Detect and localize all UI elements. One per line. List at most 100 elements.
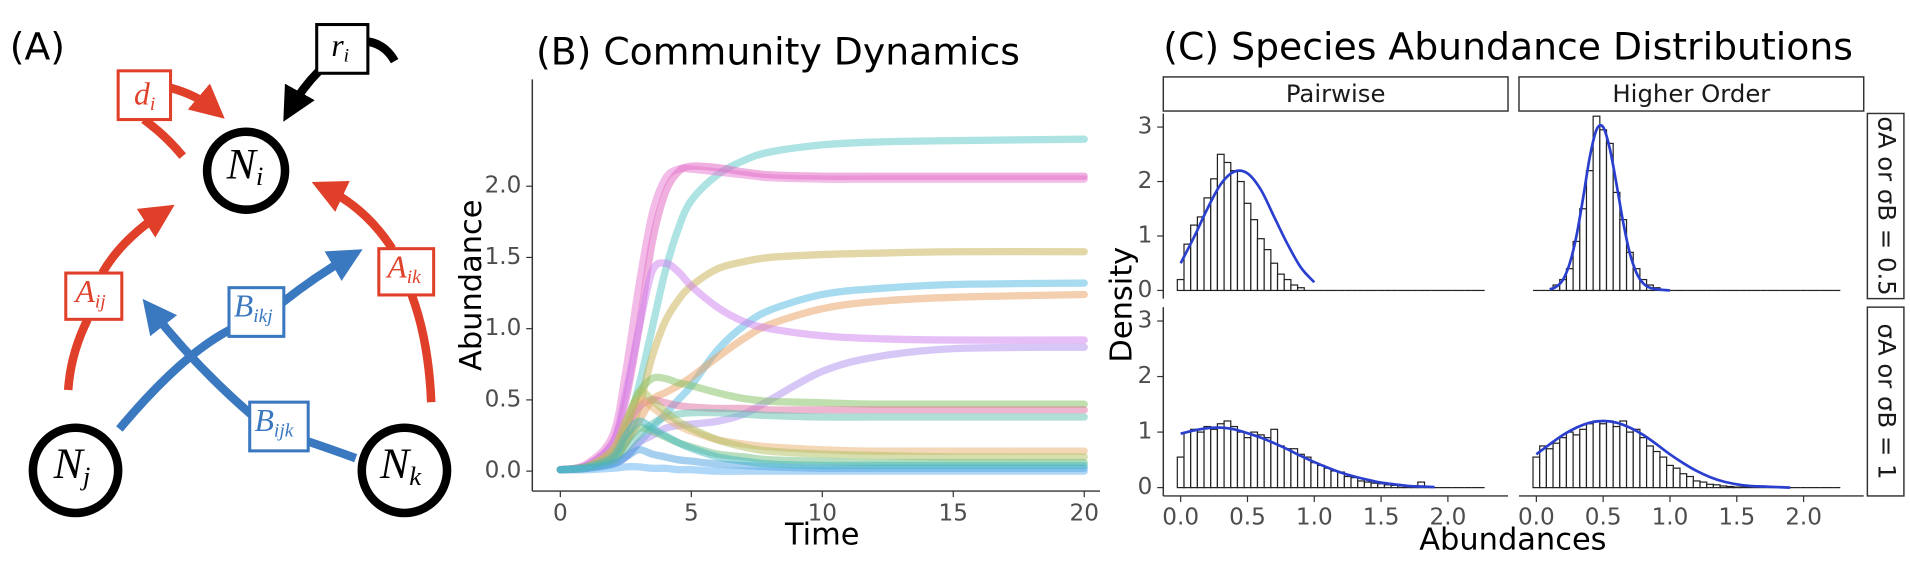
y-tick-label: 0.0 — [485, 458, 522, 484]
arrow — [116, 256, 350, 432]
label-box — [64, 271, 124, 321]
histogram-bar — [1270, 262, 1279, 292]
histogram-bar — [1599, 423, 1608, 489]
histogram-bar — [1223, 420, 1232, 489]
histogram-bar — [1243, 437, 1252, 489]
histogram-bar — [1699, 481, 1708, 489]
x-tick-label: 5 — [684, 501, 699, 527]
histogram-bar — [1283, 278, 1292, 292]
node — [202, 127, 290, 214]
panel-label: (A) — [10, 24, 65, 68]
arrow — [63, 317, 92, 391]
chart-title: (B) Community Dynamics — [536, 29, 1020, 73]
chart-title: (C) Species Abundance Distributions — [1163, 24, 1853, 68]
histogram-bar — [1223, 161, 1232, 292]
histogram-bar — [1732, 486, 1741, 489]
histogram-bar — [1250, 431, 1259, 489]
label-box — [116, 69, 173, 122]
node — [28, 423, 123, 518]
histogram-bar — [1659, 456, 1668, 489]
histogram-bar — [1243, 202, 1252, 292]
histogram-bar — [1565, 431, 1574, 489]
histogram-bar — [1176, 456, 1185, 489]
x-tick-label: 20 — [1070, 501, 1099, 527]
histogram-bar — [1216, 423, 1225, 489]
x-tick-label: 15 — [939, 501, 968, 527]
histogram-bar — [1296, 453, 1305, 489]
histogram-bar — [1639, 437, 1648, 489]
facet-panel — [1533, 115, 1841, 292]
x-tick-label: 1.5 — [1363, 504, 1400, 530]
histogram-bar — [1256, 434, 1265, 489]
histogram-bar — [1645, 445, 1654, 489]
label-box — [248, 400, 310, 453]
histogram-bar — [1612, 191, 1621, 292]
y-tick-label: 3 — [1138, 308, 1153, 334]
facet-label: Pairwise — [1286, 79, 1386, 108]
arrow — [141, 116, 186, 159]
histogram-bar — [1585, 423, 1594, 489]
histogram-bar — [1672, 467, 1681, 489]
arrow — [151, 310, 358, 463]
histogram-bar — [1236, 180, 1245, 292]
histogram-bar — [1599, 129, 1608, 292]
node-label: Nk — [379, 440, 422, 491]
histogram-bar — [1250, 219, 1259, 292]
y-tick-label: 1 — [1138, 222, 1153, 248]
facet-strip — [1518, 76, 1865, 112]
histogram-bar — [1370, 482, 1379, 489]
histogram-bar — [1276, 273, 1285, 292]
facet-panel: 0.0 0.5 1.0 1.5 2.0 — [1518, 419, 1864, 530]
histogram-bar — [1216, 153, 1225, 292]
edge-label: Aik — [385, 250, 421, 289]
histogram-bar — [1619, 420, 1628, 489]
histogram-bar — [1210, 428, 1219, 489]
histogram-bar — [1290, 284, 1299, 292]
y-tick-label: 1 — [1138, 419, 1153, 445]
histogram-bar — [1712, 484, 1721, 489]
x-tick-label: 0.5 — [1585, 504, 1622, 530]
histogram-bar — [1585, 170, 1594, 292]
histogram-bar — [1203, 425, 1212, 489]
x-tick-label: 1.5 — [1718, 504, 1755, 530]
x-axis-title: Abundances — [1419, 523, 1606, 558]
x-tick-label: 0 — [553, 501, 568, 527]
y-tick-label: 3 — [1138, 114, 1153, 140]
histogram-bar — [1383, 484, 1392, 489]
y-axis-title: Density — [1105, 247, 1140, 363]
facet-strip — [1866, 306, 1905, 497]
density-curve — [1180, 426, 1435, 489]
histogram-bar — [1579, 428, 1588, 489]
histogram-bar — [1739, 486, 1748, 489]
arrow — [367, 37, 399, 64]
histogram-bar — [1283, 448, 1292, 489]
histogram-bar — [1270, 428, 1279, 489]
y-tick-label: 0.5 — [485, 386, 522, 412]
histogram-bar — [1323, 467, 1332, 489]
histogram-bar — [1652, 450, 1661, 489]
line-series — [556, 417, 1088, 474]
histogram-bar — [1296, 287, 1305, 292]
histogram-bar — [1317, 464, 1325, 489]
histogram-bar — [1303, 456, 1312, 489]
histogram-bar — [1330, 470, 1339, 489]
density-curve — [1549, 123, 1671, 292]
histogram-bar — [1357, 480, 1365, 489]
histogram-bar — [1679, 473, 1688, 489]
histogram-bar — [1263, 248, 1272, 292]
line-series — [556, 259, 1088, 474]
y-tick-label: 1.5 — [485, 244, 522, 270]
node-label: Nj — [53, 440, 91, 491]
histogram-bar — [1612, 425, 1621, 489]
arrow — [98, 204, 175, 276]
y-tick-label: 0 — [1138, 474, 1153, 500]
histogram-bar — [1230, 425, 1239, 489]
y-axis-title: Abundance — [454, 199, 489, 370]
histogram-bar — [1605, 420, 1614, 489]
edge-label: Bikj — [234, 289, 273, 328]
edge-label: ri — [331, 28, 349, 67]
histogram-bar — [1190, 428, 1198, 489]
histogram-bar — [1719, 485, 1728, 489]
arrow — [283, 67, 323, 122]
histogram-bar — [1183, 431, 1192, 489]
